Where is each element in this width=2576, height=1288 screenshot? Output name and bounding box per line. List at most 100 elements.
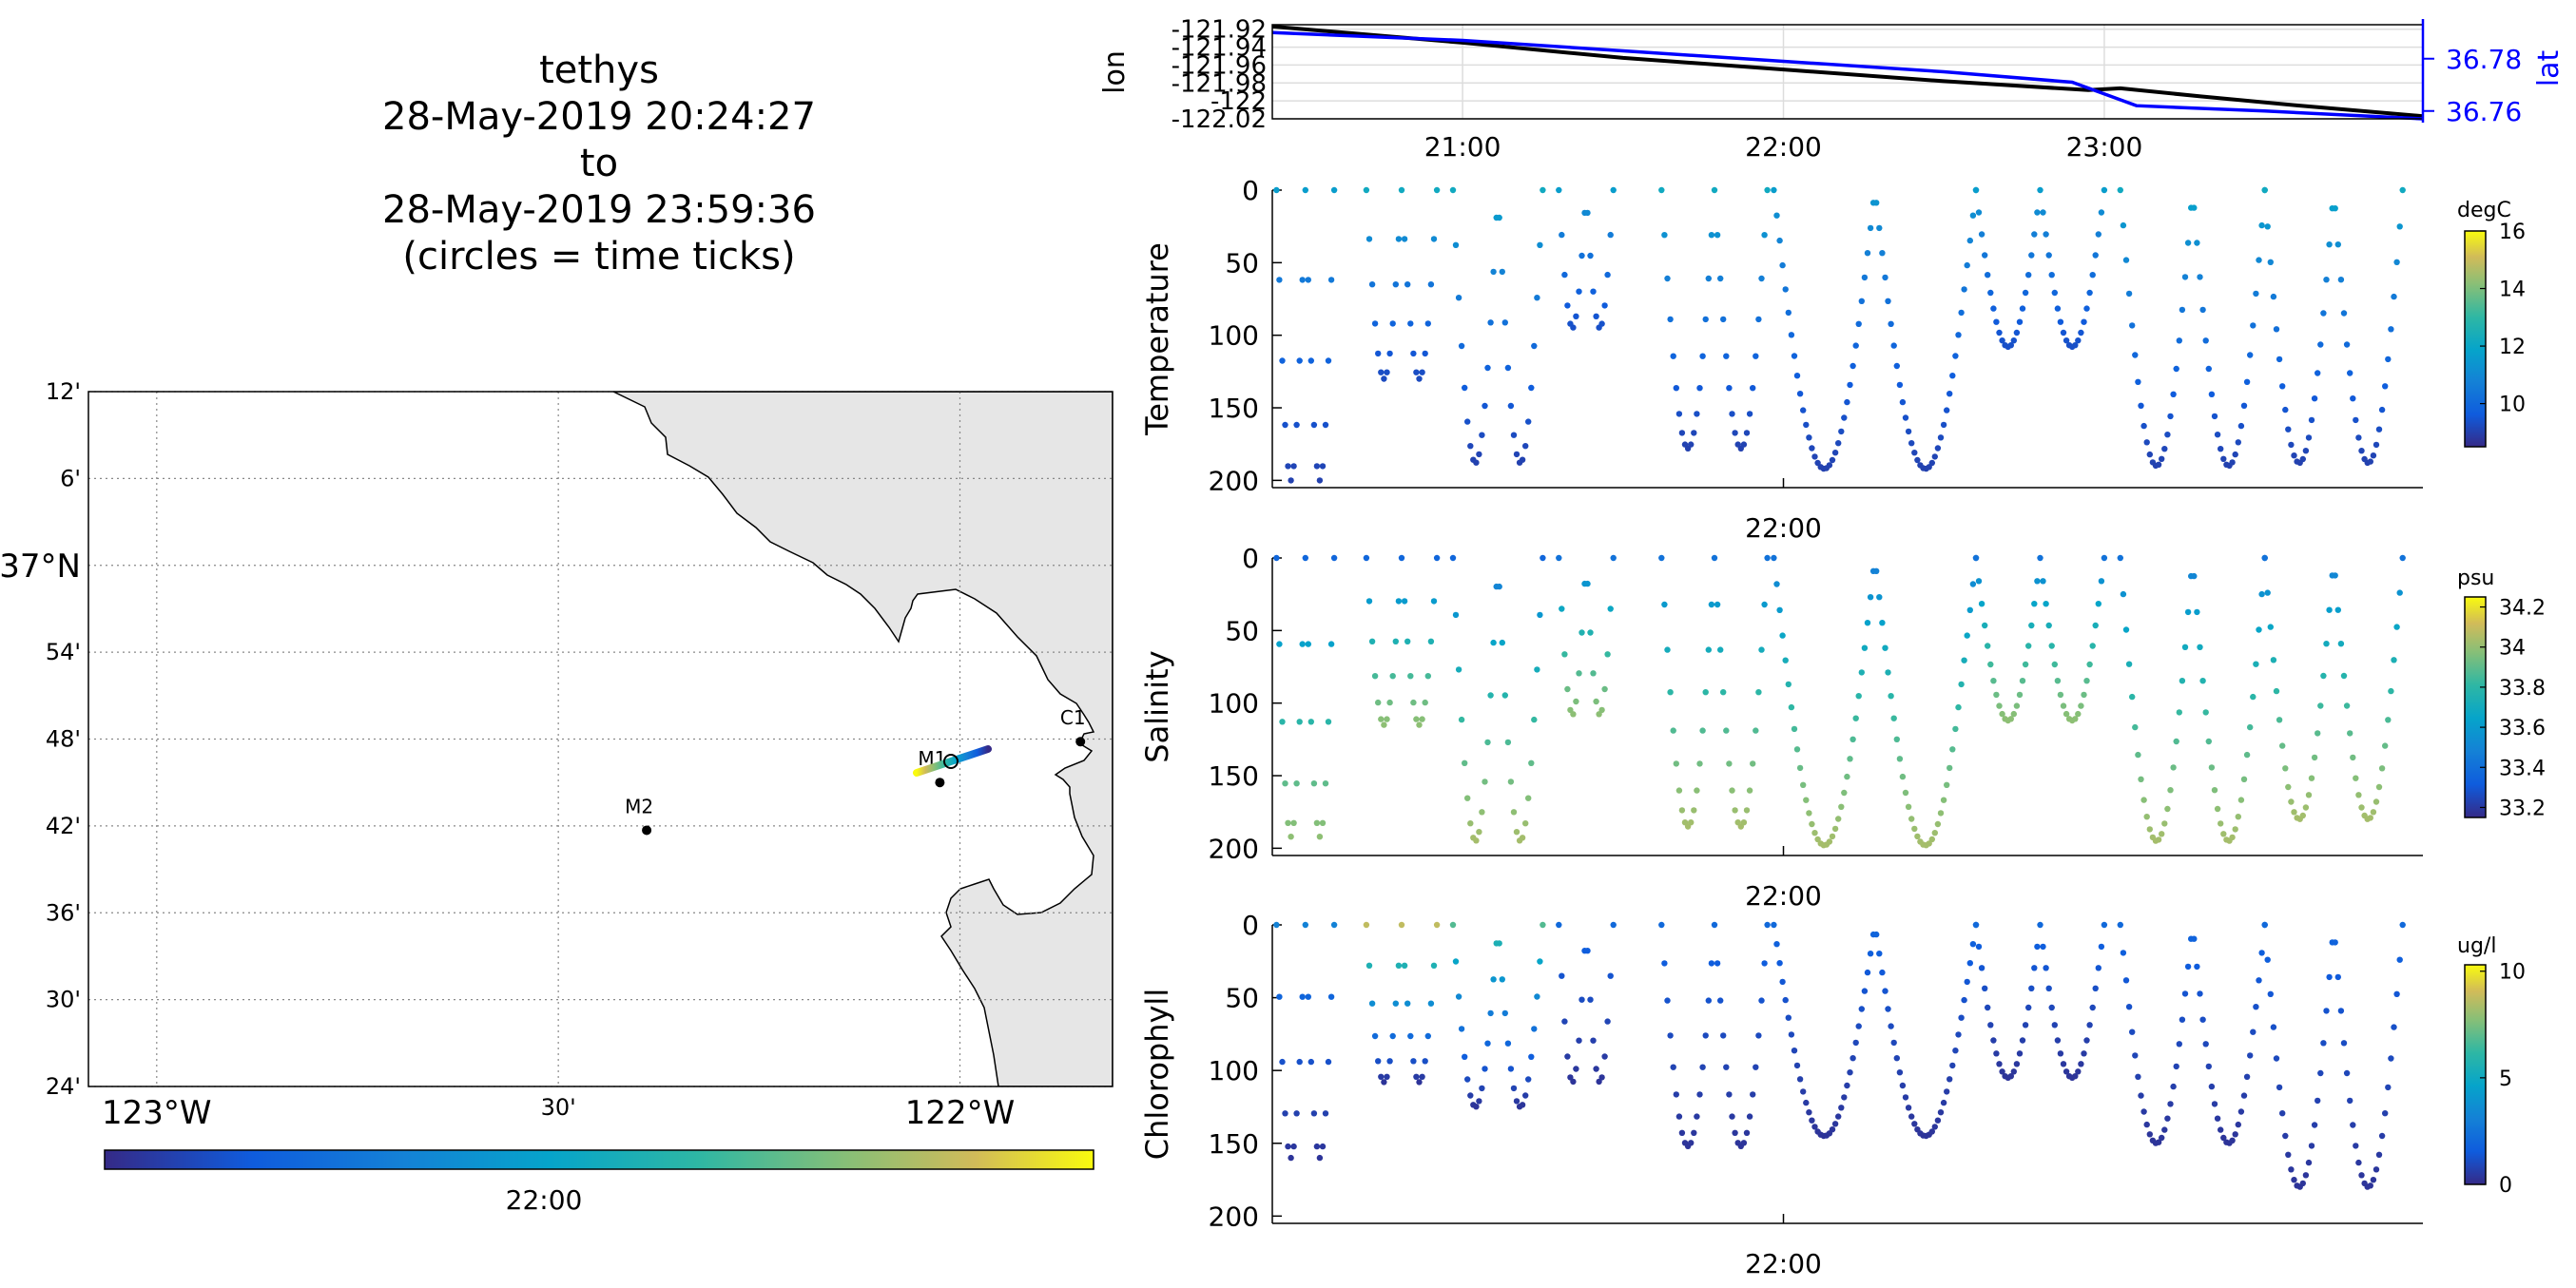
data-point	[1944, 781, 1950, 788]
data-point	[1755, 1032, 1762, 1039]
data-point	[2393, 624, 2400, 630]
data-point	[2016, 691, 2024, 699]
data-point	[1579, 629, 1585, 636]
data-point	[1931, 453, 1939, 460]
data-point	[2235, 814, 2241, 820]
data-point	[1947, 764, 1953, 772]
data-point	[1999, 337, 2005, 344]
data-point	[2043, 231, 2049, 238]
data-point	[1966, 606, 1973, 613]
data-point	[2315, 1097, 2321, 1105]
data-point	[1972, 921, 1980, 929]
data-point	[1896, 1069, 1904, 1076]
data-point	[2261, 921, 2268, 929]
data-point	[1371, 320, 1379, 327]
data-point	[1841, 1094, 1848, 1101]
data-point	[1755, 316, 1762, 323]
data-point	[1458, 716, 1465, 723]
data-point	[1782, 996, 1789, 1004]
data-point	[1896, 756, 1904, 762]
data-point	[1972, 186, 1980, 194]
data-point	[1410, 1058, 1417, 1065]
data-point	[1867, 951, 1874, 957]
data-point	[1890, 715, 1897, 721]
data-point	[1806, 434, 1812, 441]
data-point	[1363, 186, 1370, 194]
data-point	[1504, 364, 1512, 372]
data-point	[1487, 692, 1494, 699]
data-point	[1985, 1004, 1991, 1011]
data-point	[1852, 1039, 1859, 1047]
data-point	[2054, 678, 2062, 684]
data-point	[2340, 310, 2348, 317]
data-point	[1525, 418, 1532, 425]
data-point	[1788, 332, 1795, 338]
data-point	[2343, 341, 2351, 348]
data-point	[2040, 578, 2046, 585]
data-point	[1316, 834, 1324, 840]
data-point	[2135, 1073, 2141, 1081]
data-point	[2075, 337, 2082, 344]
data-point	[1879, 620, 1886, 626]
data-point	[2243, 378, 2251, 385]
data-point	[2396, 589, 2403, 596]
data-point	[1604, 271, 1611, 279]
data-point	[2370, 1177, 2377, 1183]
data-point	[1844, 773, 1850, 780]
data-point	[2170, 764, 2177, 771]
data-point	[1384, 716, 1390, 722]
data-point	[1519, 835, 1526, 841]
data-point	[1753, 353, 1759, 359]
data-point	[1537, 958, 1543, 965]
data-point	[1964, 978, 1970, 986]
data-point	[1564, 1053, 1571, 1060]
data-point	[1771, 554, 1777, 562]
data-point	[1838, 428, 1845, 435]
data-point	[2199, 678, 2206, 684]
data-point	[2167, 413, 2174, 420]
data-point	[1576, 670, 1582, 677]
data-point	[1885, 1006, 1891, 1012]
data-point	[2072, 1073, 2079, 1080]
data-point	[2350, 395, 2356, 402]
data-point	[1556, 921, 1562, 929]
data-point	[1276, 993, 1283, 1000]
data-point	[2273, 1055, 2280, 1062]
data-point	[1978, 965, 1985, 971]
data-point	[2396, 223, 2403, 230]
data-point	[1610, 186, 1617, 194]
data-point	[1829, 833, 1836, 840]
data-point	[1282, 421, 1288, 429]
colorbar-tick-label: 10	[2499, 394, 2526, 417]
data-point	[1375, 350, 1382, 357]
data-point	[1290, 1143, 1297, 1150]
data-point	[2081, 318, 2087, 325]
data-point	[2214, 1115, 2221, 1122]
data-point	[2043, 601, 2049, 607]
end-time: 28-May-2019 23:59:36	[382, 188, 816, 232]
data-point	[2385, 356, 2392, 363]
map-lat-tick-label: 6'	[60, 465, 81, 491]
data-point	[2391, 293, 2397, 300]
data-point	[1419, 1073, 1425, 1081]
data-point	[1610, 921, 1617, 929]
data-point	[2022, 661, 2029, 668]
data-point	[1847, 381, 1853, 389]
data-point	[1276, 277, 1283, 283]
salinity-chart: 0 50 100 150 200 22:00 Salinity 34.2 34 33.8 33.6 3…	[1139, 543, 2546, 912]
data-point	[2378, 765, 2386, 772]
data-point	[1702, 689, 1709, 696]
lon-tick-label: -121.94	[1172, 34, 1267, 63]
data-point	[1513, 829, 1520, 836]
data-point	[1587, 629, 1594, 636]
y-axis-label: Salinity	[1139, 650, 1175, 762]
data-point	[2016, 318, 2024, 325]
data-point	[2181, 990, 2189, 997]
data-point	[2308, 775, 2315, 781]
data-point	[1855, 693, 1862, 700]
data-point	[1499, 976, 1506, 983]
data-point	[1540, 186, 1546, 194]
y-tick-label: 200	[1209, 833, 1259, 864]
data-point	[2138, 776, 2144, 782]
